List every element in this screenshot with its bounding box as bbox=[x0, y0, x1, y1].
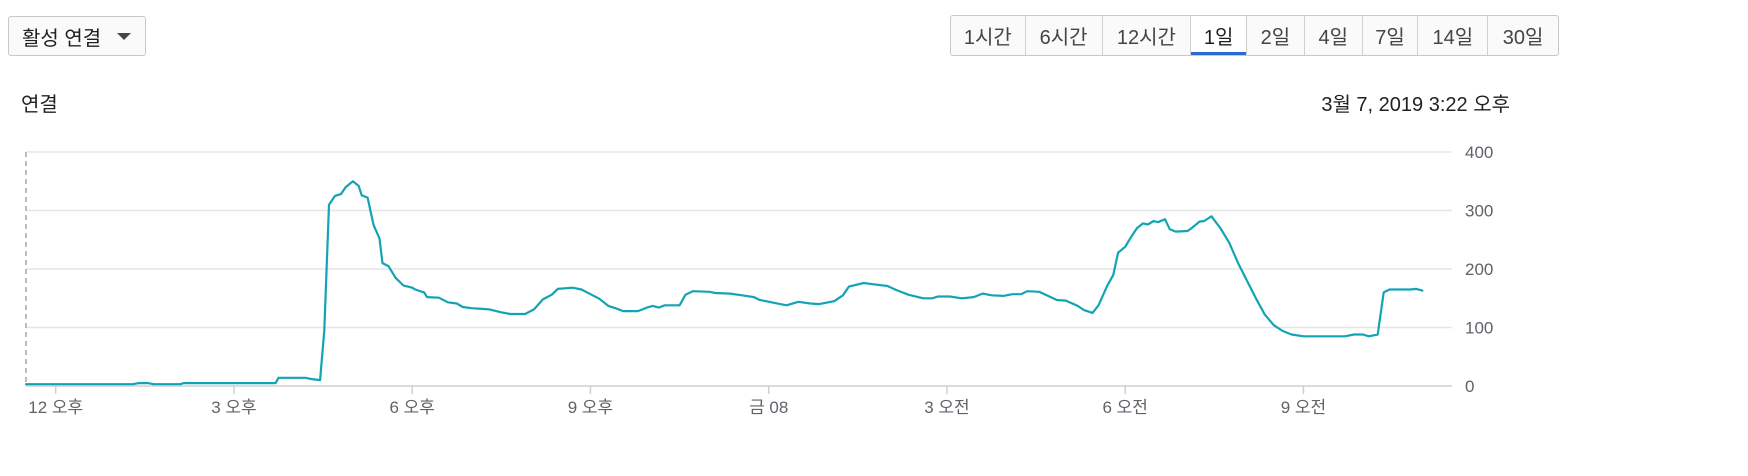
y-tick-label: 300 bbox=[1465, 202, 1493, 221]
x-tick-label: 9 오전 bbox=[1281, 398, 1326, 417]
x-tick-label: 6 오후 bbox=[389, 398, 434, 417]
x-tick-label: 3 오후 bbox=[211, 398, 256, 417]
y-tick-label: 100 bbox=[1465, 319, 1493, 338]
x-tick-label: 12 오후 bbox=[28, 398, 83, 417]
x-tick-label: 9 오후 bbox=[568, 398, 613, 417]
series-line-0 bbox=[26, 181, 1422, 384]
y-tick-label: 200 bbox=[1465, 260, 1493, 279]
x-tick-label: 금 08 bbox=[749, 398, 788, 417]
y-tick-label: 400 bbox=[1465, 143, 1493, 162]
x-tick-label: 3 오전 bbox=[924, 398, 969, 417]
x-tick-label: 6 오전 bbox=[1102, 398, 1147, 417]
y-tick-label: 0 bbox=[1465, 377, 1474, 396]
